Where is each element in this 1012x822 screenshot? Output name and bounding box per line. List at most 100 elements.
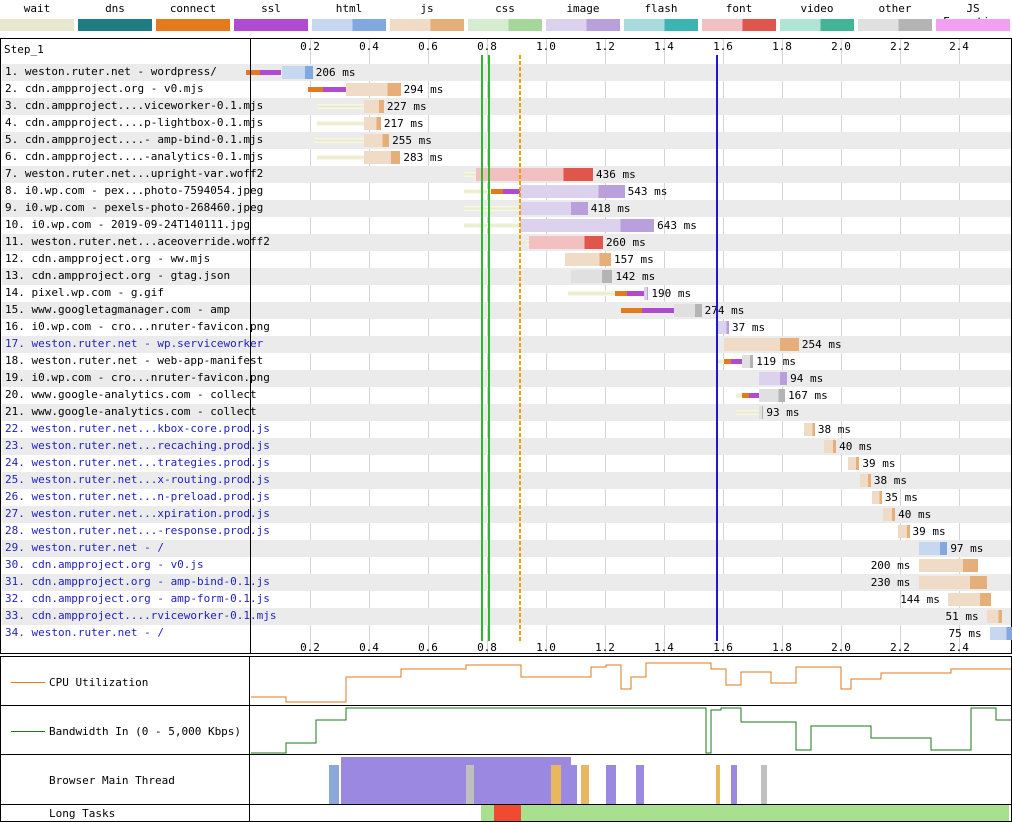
legend-label: other xyxy=(878,2,912,15)
request-row[interactable]: 21. www.google-analytics.com - collect 93… xyxy=(2,404,1011,421)
request-row[interactable]: 3. cdn.ampproject....viceworker-0.1.mjs 2… xyxy=(2,98,1011,115)
request-label[interactable]: 10. i0.wp.com - 2019-09-24T140111.jpg xyxy=(5,218,251,231)
request-label[interactable]: 32. cdn.ampproject.org - amp-form-0.1.js xyxy=(5,592,270,605)
request-label[interactable]: 17. weston.ruter.net - wp.serviceworker xyxy=(5,337,264,350)
request-row[interactable]: 10. i0.wp.com - 2019-09-24T140111.jpg 643… xyxy=(2,217,1011,234)
request-label[interactable]: 20. www.google-analytics.com - collect xyxy=(5,388,257,401)
legend-label: video xyxy=(800,2,834,15)
request-row[interactable]: 16. i0.wp.com - cro...nruter-favicon.png… xyxy=(2,319,1011,336)
connect-segment xyxy=(308,87,324,92)
request-row[interactable]: 34. weston.ruter.net - / 75 ms xyxy=(2,625,1012,642)
request-label[interactable]: 24. weston.ruter.net...trategies.prod.js xyxy=(5,456,270,469)
request-duration: 294 ms xyxy=(403,83,444,96)
request-duration: 217 ms xyxy=(383,117,424,130)
request-row[interactable]: 17. weston.ruter.net - wp.serviceworker 2… xyxy=(2,336,1011,353)
request-row[interactable]: 30. cdn.ampproject.org - v0.js 200 ms xyxy=(2,557,1011,574)
request-duration: 543 ms xyxy=(627,185,668,198)
axis-tick-label: 2.2 xyxy=(890,641,910,654)
cpu-legend-line xyxy=(11,682,45,683)
request-label[interactable]: 15. www.googletagmanager.com - amp xyxy=(5,303,231,316)
request-label[interactable]: 23. weston.ruter.net...recaching.prod.js xyxy=(5,439,270,452)
request-row[interactable]: 23. weston.ruter.net...recaching.prod.js… xyxy=(2,438,1011,455)
request-duration: 51 ms xyxy=(945,610,979,623)
request-label[interactable]: 13. cdn.ampproject.org - gtag.json xyxy=(5,269,231,282)
request-label[interactable]: 2. cdn.ampproject.org - v0.mjs xyxy=(5,82,204,95)
request-row[interactable]: 29. weston.ruter.net - / 97 ms xyxy=(2,540,1011,557)
request-row[interactable]: 7. weston.ruter.net...upright-var.woff2 4… xyxy=(2,166,1011,183)
request-row[interactable]: 11. weston.ruter.net...aceoverride.woff2… xyxy=(2,234,1011,251)
request-label[interactable]: 34. weston.ruter.net - / xyxy=(5,626,164,639)
request-row[interactable]: 4. cdn.ampproject....p-lightbox-0.1.mjs 2… xyxy=(2,115,1011,132)
request-row[interactable]: 24. weston.ruter.net...trategies.prod.js… xyxy=(2,455,1011,472)
request-label[interactable]: 14. pixel.wp.com - g.gif xyxy=(5,286,164,299)
legend-label: dns xyxy=(105,2,125,15)
js-download-bar xyxy=(364,100,384,113)
request-label[interactable]: 1. weston.ruter.net - wordpress/ xyxy=(5,65,217,78)
request-duration: 643 ms xyxy=(657,219,697,232)
ssl-segment xyxy=(323,87,347,92)
legend-label: ssl xyxy=(261,2,281,15)
request-row[interactable]: 8. i0.wp.com - pex...photo-7594054.jpeg 5… xyxy=(2,183,1011,200)
request-row[interactable]: 13. cdn.ampproject.org - gtag.json 142 ms xyxy=(2,268,1011,285)
request-label[interactable]: 8. i0.wp.com - pex...photo-7594054.jpeg xyxy=(5,184,264,197)
request-label[interactable]: 16. i0.wp.com - cro...nruter-favicon.png xyxy=(5,320,270,333)
js-download-bar xyxy=(364,117,381,130)
request-row[interactable]: 27. weston.ruter.net...xpiration.prod.js… xyxy=(2,506,1011,523)
request-row[interactable]: 18. weston.ruter.net - web-app-manifest 1… xyxy=(2,353,1011,370)
request-row[interactable]: 31. cdn.ampproject.org - amp-bind-0.1.js… xyxy=(2,574,1011,591)
request-label[interactable]: 9. i0.wp.com - pexels-photo-268460.jpeg xyxy=(5,201,264,214)
request-duration: 39 ms xyxy=(862,457,896,470)
request-row[interactable]: 20. www.google-analytics.com - collect 16… xyxy=(2,387,1011,404)
image-download-bar xyxy=(520,202,588,215)
request-duration: 39 ms xyxy=(912,525,946,538)
request-row[interactable]: 9. i0.wp.com - pexels-photo-268460.jpeg 4… xyxy=(2,200,1011,217)
request-row[interactable]: 14. pixel.wp.com - g.gif 190 ms xyxy=(2,285,1011,302)
request-label[interactable]: 33. cdn.ampproject....rviceworker-0.1.mj… xyxy=(5,609,277,622)
request-row[interactable]: 32. cdn.ampproject.org - amp-form-0.1.js… xyxy=(2,591,1011,608)
legend-label: font xyxy=(725,2,753,15)
legend-swatch xyxy=(468,19,542,31)
request-label[interactable]: 26. weston.ruter.net...n-preload.prod.js xyxy=(5,490,270,503)
request-label[interactable]: 18. weston.ruter.net - web-app-manifest xyxy=(5,354,264,367)
js-download-bar xyxy=(346,83,401,96)
request-row[interactable]: 6. cdn.ampproject....-analytics-0.1.mjs 2… xyxy=(2,149,1011,166)
request-label[interactable]: 27. weston.ruter.net...xpiration.prod.js xyxy=(5,507,270,520)
request-label[interactable]: 28. weston.ruter.net...-response.prod.js xyxy=(5,524,270,537)
request-duration: 230 ms xyxy=(870,576,911,589)
axis-tick-label: 2.0 xyxy=(831,641,851,654)
request-label[interactable]: 21. www.google-analytics.com - collect xyxy=(5,405,257,418)
request-duration: 274 ms xyxy=(704,304,745,317)
request-row[interactable]: 2. cdn.ampproject.org - v0.mjs 294 ms xyxy=(2,81,1011,98)
request-label[interactable]: 25. weston.ruter.net...x-routing.prod.js xyxy=(5,473,270,486)
request-row[interactable]: 28. weston.ruter.net...-response.prod.js… xyxy=(2,523,1011,540)
request-label[interactable]: 31. cdn.ampproject.org - amp-bind-0.1.js xyxy=(5,575,270,588)
request-row[interactable]: 33. cdn.ampproject....rviceworker-0.1.mj… xyxy=(2,608,1011,625)
request-label[interactable]: 19. i0.wp.com - cro...nruter-favicon.png xyxy=(5,371,270,384)
request-row[interactable]: 19. i0.wp.com - cro...nruter-favicon.png… xyxy=(2,370,1011,387)
html-download-bar xyxy=(989,627,1012,640)
image-download-bar xyxy=(520,185,625,198)
request-label[interactable]: 6. cdn.ampproject....-analytics-0.1.mjs xyxy=(5,150,264,163)
request-label[interactable]: 11. weston.ruter.net...aceoverride.woff2 xyxy=(5,235,270,248)
axis-tick-label: 1.0 xyxy=(536,40,556,53)
request-label[interactable]: 4. cdn.ampproject....p-lightbox-0.1.mjs xyxy=(5,116,264,129)
request-label[interactable]: 12. cdn.ampproject.org - ww.mjs xyxy=(5,252,211,265)
request-label[interactable]: 3. cdn.ampproject....viceworker-0.1.mjs xyxy=(5,99,264,112)
request-row[interactable]: 15. www.googletagmanager.com - amp 274 ms xyxy=(2,302,1011,319)
request-label[interactable]: 5. cdn.ampproject....- amp-bind-0.1.mjs xyxy=(5,133,264,146)
request-label[interactable]: 29. weston.ruter.net - / xyxy=(5,541,164,554)
legend-item-js: js xyxy=(390,2,464,31)
request-label[interactable]: 22. weston.ruter.net...kbox-core.prod.js xyxy=(5,422,270,435)
request-row[interactable]: 1. weston.ruter.net - wordpress/206 ms xyxy=(2,64,1011,81)
request-row[interactable]: 26. weston.ruter.net...n-preload.prod.js… xyxy=(2,489,1011,506)
axis-tick-label: 2.4 xyxy=(949,641,969,654)
ssl-segment xyxy=(626,291,645,296)
request-label[interactable]: 7. weston.ruter.net...upright-var.woff2 xyxy=(5,167,264,180)
request-row[interactable]: 5. cdn.ampproject....- amp-bind-0.1.mjs 2… xyxy=(2,132,1011,149)
axis-tick-label: 1.0 xyxy=(536,641,556,654)
request-row[interactable]: 22. weston.ruter.net...kbox-core.prod.js… xyxy=(2,421,1011,438)
request-row[interactable]: 25. weston.ruter.net...x-routing.prod.js… xyxy=(2,472,1011,489)
ssl-segment xyxy=(641,308,674,313)
request-label[interactable]: 30. cdn.ampproject.org - v0.js xyxy=(5,558,204,571)
request-row[interactable]: 12. cdn.ampproject.org - ww.mjs 157 ms xyxy=(2,251,1011,268)
